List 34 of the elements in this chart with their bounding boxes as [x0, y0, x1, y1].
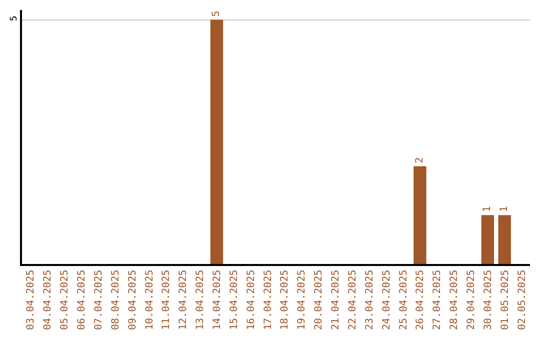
data-label: 5 [211, 10, 222, 17]
x-tick-label: 22.04.2025 [347, 270, 358, 330]
x-tick-label: 11.04.2025 [161, 270, 172, 330]
x-tick-label: 30.04.2025 [482, 270, 494, 330]
x-tick-label: 26.04.2025 [415, 270, 426, 330]
x-tick-label: 14.04.2025 [212, 270, 223, 330]
x-tick-label: 25.04.2025 [398, 270, 410, 330]
x-tick-label: 24.04.2025 [381, 270, 392, 330]
x-tick-label: 21.04.2025 [330, 270, 342, 330]
x-tick-label: 10.04.2025 [144, 270, 156, 330]
x-tick-label: 23.04.2025 [364, 270, 376, 330]
x-tick-label: 17.04.2025 [262, 270, 274, 330]
x-tick-label: 02.05.2025 [516, 270, 528, 330]
x-tick-label: 07.04.2025 [93, 270, 104, 330]
x-tick-label: 01.05.2025 [500, 270, 511, 330]
x-tick-label: 05.04.2025 [60, 270, 71, 330]
x-tick-label: 20.04.2025 [314, 270, 325, 330]
x-tick-label: 03.04.2025 [26, 270, 37, 330]
x-tick-label: 06.04.2025 [76, 270, 88, 330]
x-tick-label: 13.04.2025 [195, 270, 206, 330]
x-tick-label: 16.04.2025 [246, 270, 257, 330]
x-tick-label: 27.04.2025 [432, 270, 444, 330]
data-label: 2 [414, 157, 426, 164]
x-tick-label: 15.04.2025 [228, 270, 240, 330]
x-tick-label: 18.04.2025 [280, 270, 291, 330]
data-label: 1 [499, 206, 510, 212]
x-tick-label: 19.04.2025 [296, 270, 308, 330]
x-tick-label: 09.04.2025 [127, 270, 138, 330]
data-label: 1 [482, 206, 494, 212]
x-tick-label: 29.04.2025 [466, 270, 477, 330]
x-tick-label: 12.04.2025 [178, 270, 190, 330]
x-tick-label: 28.04.2025 [449, 270, 460, 330]
x-tick-label: 04.04.2025 [42, 270, 54, 330]
x-tick-label: 08.04.2025 [110, 270, 122, 330]
